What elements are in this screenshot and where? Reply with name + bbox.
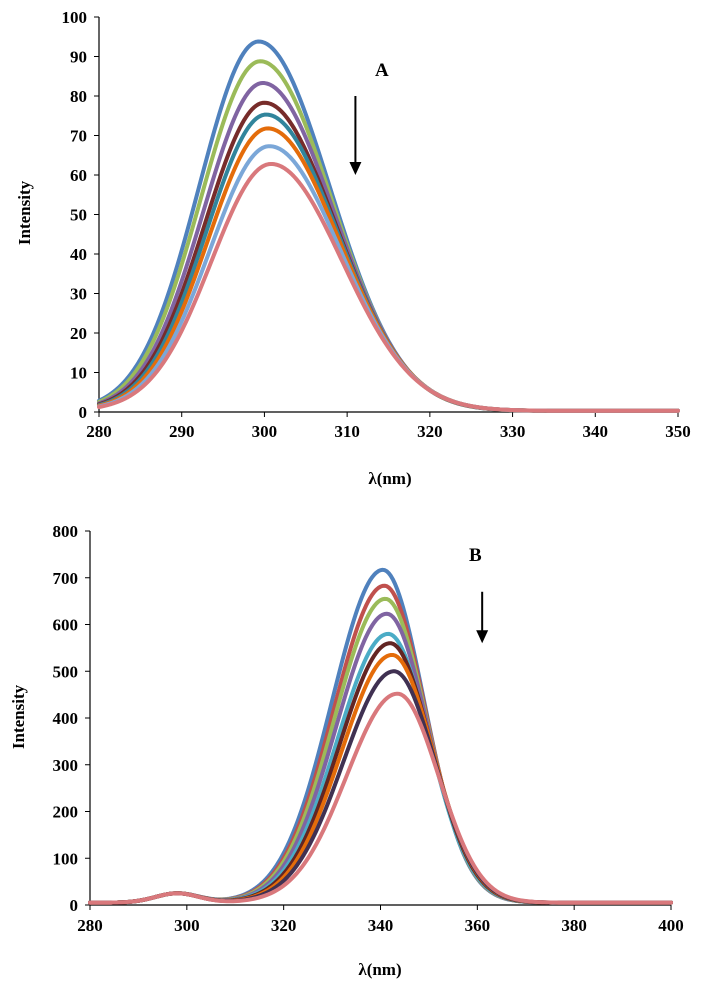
chart-b-panel-label: B (469, 545, 482, 566)
chart-b-ytick-label: 800 (53, 522, 79, 541)
chart-b-series-line-3 (88, 596, 673, 905)
chart-b-ytick-label: 700 (53, 569, 79, 588)
chart-b-series-line-9 (88, 691, 673, 905)
chart-a-xtick-label: 310 (334, 422, 360, 441)
chart-b-xtick-label: 380 (561, 916, 587, 935)
chart-b-arrow-head (476, 630, 489, 644)
chart-b-ytick-label: 600 (53, 616, 79, 635)
chart-a-xtick-label: 330 (500, 422, 526, 441)
chart-b-ylabel: Intensity (9, 684, 28, 749)
chart-a-ytick-label: 30 (70, 285, 87, 304)
chart-a-ytick-label: 10 (70, 364, 87, 383)
chart-b-series-line-2 (88, 583, 673, 905)
chart-b-xtick-label: 400 (658, 916, 684, 935)
chart-b-xlabel: λ(nm) (358, 960, 401, 979)
chart-b-ytick-label: 200 (53, 803, 79, 822)
chart-a-ytick-label: 40 (70, 245, 87, 264)
chart-a-ytick-label: 60 (70, 166, 87, 185)
chart-b-series-line-4 (88, 611, 673, 905)
chart-a-series-line-8 (97, 161, 680, 413)
chart-b: Intensity λ(nm) B 0 100 200 300 400 500 600 700… (9, 522, 684, 979)
chart-a-panel-label: A (375, 60, 389, 81)
chart-a-ylabel: Intensity (15, 180, 34, 245)
chart-b-ytick-label: 0 (70, 896, 79, 915)
chart-b-ytick-label: 100 (53, 849, 79, 868)
chart-a-ytick-label: 100 (62, 8, 88, 27)
chart-b-xtick-label: 320 (271, 916, 297, 935)
chart-a-xtick-label: 300 (252, 422, 278, 441)
chart-a-ytick-label: 0 (79, 403, 88, 422)
chart-a-xlabel: λ(nm) (368, 469, 411, 488)
chart-a: Intensity λ(nm) A 0 10 20 30 40 50 60 70 80 90 100… (15, 8, 691, 488)
chart-b-xtick-label: 360 (465, 916, 491, 935)
chart-a-ytick-label: 80 (70, 87, 87, 106)
chart-b-series-line-5 (88, 631, 673, 905)
chart-a-xtick-label: 350 (665, 422, 691, 441)
chart-b-ytick-label: 300 (53, 756, 79, 775)
chart-a-xtick-label: 320 (417, 422, 443, 441)
chart-a-ytick-label: 70 (70, 127, 87, 146)
chart-a-xtick-label: 280 (86, 422, 112, 441)
chart-b-ytick-label: 500 (53, 662, 79, 681)
chart-a-xtick-label: 290 (169, 422, 195, 441)
chart-a-xtick-label: 340 (583, 422, 609, 441)
chart-a-series-line-1 (97, 39, 680, 413)
chart-b-series-line-7 (88, 652, 673, 905)
chart-b-xtick-label: 280 (77, 916, 103, 935)
chart-a-ytick-label: 50 (70, 206, 87, 225)
chart-a-arrow-head (349, 162, 362, 175)
chart-b-ytick-label: 400 (53, 709, 79, 728)
chart-b-xtick-label: 300 (174, 916, 200, 935)
chart-b-series-line-1 (88, 567, 673, 905)
chart-a-ytick-label: 20 (70, 324, 87, 343)
chart-a-ytick-label: 90 (70, 48, 87, 67)
chart-b-xtick-label: 340 (368, 916, 394, 935)
